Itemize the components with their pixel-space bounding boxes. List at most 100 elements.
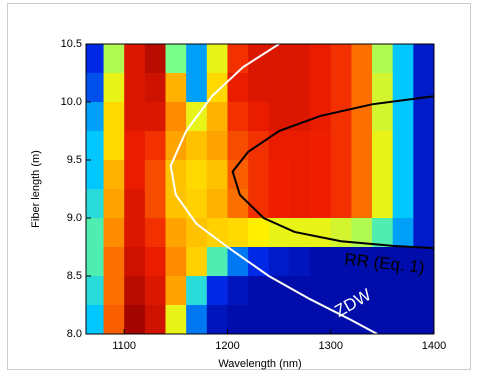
heat-cell xyxy=(227,218,249,248)
heat-cell xyxy=(310,276,332,306)
heat-cell xyxy=(186,189,208,219)
heat-cell xyxy=(413,160,434,190)
heat-cell xyxy=(372,305,394,334)
heat-cell xyxy=(392,276,414,306)
heat-cell xyxy=(103,131,125,161)
heat-cell xyxy=(124,160,146,190)
heat-cell xyxy=(392,218,414,248)
heat-cell xyxy=(289,160,311,190)
heat-cell xyxy=(268,189,291,219)
heat-cell xyxy=(124,102,146,132)
heat-cell xyxy=(330,247,352,277)
heat-cell xyxy=(330,189,352,219)
heat-cell xyxy=(227,102,249,132)
heat-cell xyxy=(86,189,105,219)
heat-cell xyxy=(413,102,434,132)
heat-cell xyxy=(86,102,105,132)
heat-cell xyxy=(206,276,229,306)
heat-cell xyxy=(392,189,414,219)
heat-cell xyxy=(413,189,434,219)
heat-cell xyxy=(351,247,373,277)
heat-cell xyxy=(206,218,229,248)
heat-cell xyxy=(289,102,311,132)
heat-cell xyxy=(165,218,187,248)
heat-cell xyxy=(413,44,434,74)
heat-cell xyxy=(227,44,249,74)
heat-cell xyxy=(206,160,229,190)
heat-cell xyxy=(372,276,394,306)
heat-cell xyxy=(268,305,291,334)
y-tick-label: 9.0 xyxy=(67,212,82,224)
heat-cell xyxy=(227,131,249,161)
heat-cell xyxy=(310,218,332,248)
heat-cell xyxy=(392,102,414,132)
heat-cell xyxy=(144,189,167,219)
heat-cell xyxy=(351,218,373,248)
heat-cell xyxy=(124,44,146,74)
heat-cell xyxy=(86,218,105,248)
y-tick-label: 8.0 xyxy=(67,328,82,340)
heat-cell xyxy=(144,44,167,74)
heat-cell xyxy=(289,131,311,161)
heat-cell xyxy=(227,247,249,277)
heat-cell xyxy=(351,305,373,334)
heat-cell xyxy=(248,160,270,190)
heat-cell xyxy=(351,44,373,74)
heat-cell xyxy=(310,73,332,103)
heat-cell xyxy=(372,218,394,248)
heat-cell xyxy=(103,189,125,219)
heat-cell xyxy=(372,44,394,74)
heat-cell xyxy=(351,73,373,103)
heat-cell xyxy=(310,189,332,219)
y-tick-label: 8.5 xyxy=(67,270,82,282)
heat-cell xyxy=(248,44,270,74)
x-tick-label: 1300 xyxy=(318,340,342,352)
heat-cell xyxy=(248,247,270,277)
heat-cell xyxy=(165,189,187,219)
heat-cell xyxy=(206,247,229,277)
heat-cell xyxy=(103,218,125,248)
heat-cell xyxy=(165,247,187,277)
heat-cell xyxy=(186,305,208,334)
y-tick-label: 10.0 xyxy=(61,96,82,108)
heat-cell xyxy=(289,189,311,219)
heat-cell xyxy=(86,160,105,190)
heat-cell xyxy=(351,131,373,161)
heat-cell xyxy=(206,44,229,74)
heat-cell xyxy=(86,247,105,277)
heat-cell xyxy=(144,305,167,334)
heat-cell xyxy=(413,218,434,248)
heat-cell xyxy=(186,131,208,161)
heat-cell xyxy=(227,73,249,103)
heat-cell xyxy=(289,276,311,306)
heat-cell xyxy=(124,218,146,248)
heat-cell xyxy=(165,276,187,306)
heat-cell xyxy=(392,73,414,103)
heat-cell xyxy=(124,305,146,334)
heat-cell xyxy=(165,131,187,161)
heat-cell xyxy=(310,305,332,334)
heat-cell xyxy=(144,160,167,190)
heat-cell xyxy=(103,247,125,277)
heat-cell xyxy=(351,189,373,219)
heat-cell xyxy=(372,102,394,132)
heat-cell xyxy=(372,247,394,277)
y-axis-label: Fiber length (m) xyxy=(30,150,42,228)
heat-cell xyxy=(289,247,311,277)
heat-cell xyxy=(86,131,105,161)
heat-cell xyxy=(310,247,332,277)
heat-cell xyxy=(248,102,270,132)
x-tick-label: 1100 xyxy=(112,340,136,352)
heat-cell xyxy=(165,160,187,190)
heat-cell xyxy=(227,305,249,334)
x-tick-label: 1200 xyxy=(215,340,239,352)
heat-cell xyxy=(227,160,249,190)
heat-cell xyxy=(392,44,414,74)
y-tick-label: 10.5 xyxy=(61,38,82,50)
heat-cell xyxy=(248,218,270,248)
heat-cell xyxy=(372,131,394,161)
heat-cell xyxy=(268,44,291,74)
y-tick-label: 9.5 xyxy=(67,154,82,166)
heat-cell xyxy=(103,276,125,306)
